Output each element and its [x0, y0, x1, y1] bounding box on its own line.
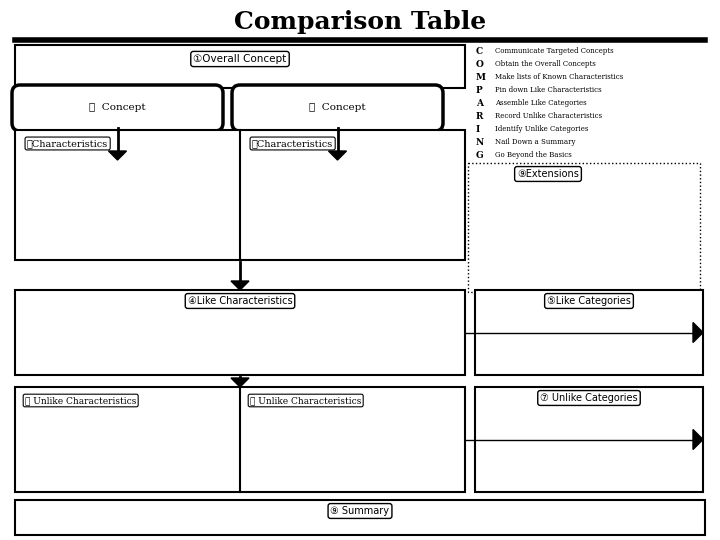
Text: Record Unlike Characteristics: Record Unlike Characteristics — [495, 112, 602, 120]
Text: G: G — [476, 151, 484, 160]
Polygon shape — [693, 322, 703, 342]
FancyBboxPatch shape — [232, 85, 443, 131]
Polygon shape — [231, 378, 249, 387]
Polygon shape — [109, 151, 127, 160]
Text: P: P — [476, 86, 482, 95]
Bar — [15, 45, 465, 88]
Bar — [15, 387, 465, 492]
Text: ⑨Extensions: ⑨Extensions — [517, 169, 579, 179]
Text: Assemble Like Categories: Assemble Like Categories — [495, 99, 587, 107]
Text: ⑨ Summary: ⑨ Summary — [330, 506, 390, 516]
Text: Comparison Table: Comparison Table — [234, 10, 486, 34]
Text: N: N — [476, 138, 485, 147]
Text: Communicate Targeted Concepts: Communicate Targeted Concepts — [495, 47, 613, 55]
Bar — [15, 290, 465, 375]
Text: ③Characteristics: ③Characteristics — [252, 139, 333, 148]
Text: ①  Concept: ① Concept — [309, 104, 366, 112]
Text: ⑤Like Categories: ⑤Like Categories — [547, 296, 631, 306]
Polygon shape — [231, 281, 249, 290]
Text: Make lists of Known Characteristics: Make lists of Known Characteristics — [495, 73, 624, 81]
Polygon shape — [328, 151, 346, 160]
Text: ①  Concept: ① Concept — [89, 104, 146, 112]
Bar — [15, 500, 705, 535]
Text: Pin down Like Characteristics: Pin down Like Characteristics — [495, 86, 602, 94]
Text: O: O — [476, 60, 484, 69]
Text: R: R — [476, 112, 483, 121]
Bar — [475, 387, 703, 492]
Text: Nail Down a Summary: Nail Down a Summary — [495, 138, 575, 146]
Text: ①Overall Concept: ①Overall Concept — [194, 54, 287, 64]
Bar — [15, 130, 465, 260]
Text: ⑦ Unlike Categories: ⑦ Unlike Categories — [540, 393, 638, 403]
Text: I: I — [476, 125, 480, 134]
Text: ④Like Characteristics: ④Like Characteristics — [188, 296, 292, 306]
FancyBboxPatch shape — [12, 85, 223, 131]
Bar — [468, 163, 700, 292]
Text: Obtain the Overall Concepts: Obtain the Overall Concepts — [495, 60, 595, 68]
Text: A: A — [476, 99, 483, 108]
Text: ⑦ Unlike Characteristics: ⑦ Unlike Characteristics — [250, 396, 361, 405]
Text: ③Characteristics: ③Characteristics — [27, 139, 108, 148]
Text: ⑥ Unlike Characteristics: ⑥ Unlike Characteristics — [25, 396, 136, 405]
Polygon shape — [693, 429, 703, 449]
Text: M: M — [476, 73, 486, 82]
Text: Go Beyond the Basics: Go Beyond the Basics — [495, 151, 572, 159]
Text: C: C — [476, 47, 483, 56]
Bar — [475, 290, 703, 375]
Text: Identify Unlike Categories: Identify Unlike Categories — [495, 125, 588, 133]
